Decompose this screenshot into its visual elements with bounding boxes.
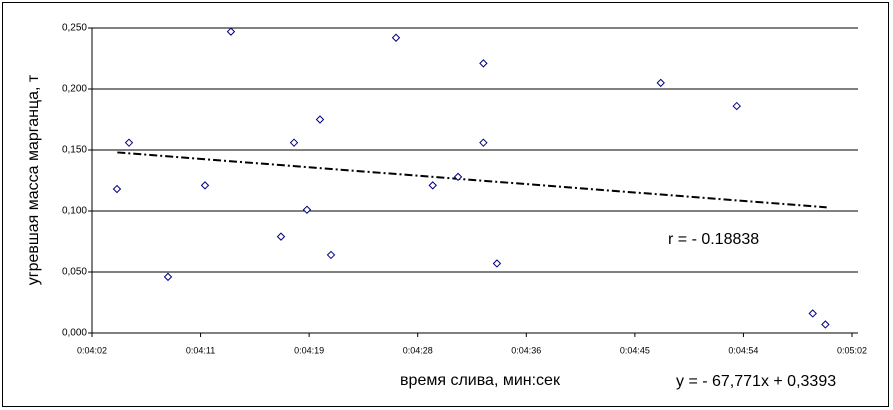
y-tick-label: 0,000 <box>62 328 87 339</box>
x-tick-label: 0:04:54 <box>728 345 758 355</box>
x-tick-label: 0:04:45 <box>620 345 650 355</box>
data-point <box>200 181 210 190</box>
data-point <box>315 115 325 124</box>
data-point <box>428 181 437 190</box>
data-point <box>112 184 122 194</box>
data-point <box>163 272 173 282</box>
data-point <box>492 259 502 268</box>
data-point <box>124 138 134 147</box>
x-tick-label: 0:04:02 <box>77 345 107 355</box>
data-point <box>479 59 488 68</box>
x-tick-label: 0:04:36 <box>511 345 541 355</box>
data-point <box>821 320 830 329</box>
data-point <box>479 138 488 147</box>
x-tick-label: 0:04:11 <box>186 345 215 355</box>
y-axis-label: угревшая масса марганца, т <box>25 74 42 285</box>
data-point <box>453 172 463 182</box>
y-tick-label: 0,100 <box>62 206 87 217</box>
data-point <box>732 101 741 111</box>
y-tick-label: 0,050 <box>62 267 87 278</box>
annotation: r = - 0.18838 <box>668 231 759 248</box>
data-point <box>276 232 286 241</box>
data-point <box>656 78 665 88</box>
data-point <box>391 33 401 42</box>
data-point <box>808 309 817 318</box>
y-tick-label: 0,250 <box>62 23 87 34</box>
x-tick-label: 0:05:02 <box>837 345 867 355</box>
annotation: y = - 67,771x + 0,3393 <box>676 373 836 390</box>
x-axis-label: время слива, мин:сек <box>400 372 561 389</box>
data-point <box>226 27 236 36</box>
y-tick-label: 0,200 <box>62 84 87 95</box>
data-point <box>326 250 336 260</box>
y-tick-label: 0,150 <box>62 145 87 156</box>
data-point <box>302 205 312 214</box>
x-tick-label: 0:04:28 <box>403 345 433 355</box>
x-tick-label: 0:04:19 <box>294 345 324 355</box>
trendline <box>117 151 827 209</box>
data-point <box>289 138 299 147</box>
